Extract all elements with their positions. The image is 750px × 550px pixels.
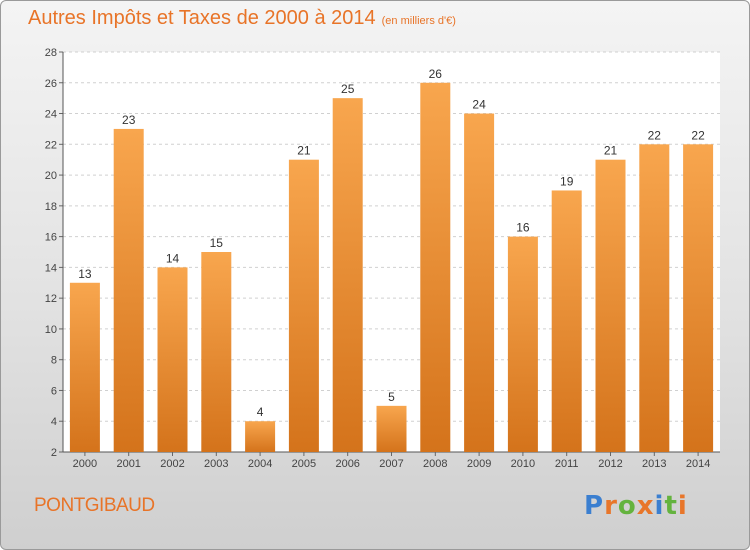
logo-letter: t <box>664 491 678 521</box>
bar <box>332 98 363 453</box>
y-tick-label: 26 <box>45 78 57 90</box>
x-tick-label: 2009 <box>467 458 491 470</box>
x-tick-label: 2004 <box>248 458 272 470</box>
x-tick-label: 2011 <box>555 458 579 470</box>
chart-title-text: Autres Impôts et Taxes de 2000 à 2014 <box>28 7 376 29</box>
logo-letter: o <box>617 491 637 521</box>
bar <box>595 159 626 452</box>
y-tick-label: 16 <box>45 232 57 244</box>
data-label: 22 <box>691 128 705 142</box>
x-tick-label: 2005 <box>292 458 316 470</box>
y-tick-label: 20 <box>45 170 57 182</box>
logo-letter: i <box>677 491 688 521</box>
x-tick-label: 2014 <box>686 458 710 470</box>
logo-letter: i <box>654 491 665 521</box>
x-tick-label: 2008 <box>423 458 447 470</box>
proxiti-logo: Proxiti <box>584 491 688 521</box>
bar <box>157 267 188 452</box>
x-tick-label: 2003 <box>204 458 228 470</box>
bar <box>113 128 144 452</box>
data-label: 22 <box>648 128 662 142</box>
y-tick-label: 28 <box>45 47 57 59</box>
x-tick-label: 2006 <box>335 458 359 470</box>
bar <box>507 236 538 452</box>
bar <box>376 405 407 452</box>
x-tick-label: 2012 <box>598 458 622 470</box>
y-tick-label: 24 <box>45 109 57 121</box>
y-tick-label: 18 <box>45 201 57 213</box>
bar <box>69 282 100 452</box>
y-tick-label: 10 <box>45 324 57 336</box>
logo-letter: x <box>636 491 655 521</box>
y-tick-label: 4 <box>51 416 57 428</box>
bar <box>464 113 495 453</box>
y-tick-label: 14 <box>45 262 57 274</box>
x-tick-label: 2013 <box>642 458 666 470</box>
y-tick-label: 6 <box>51 385 57 397</box>
bar <box>245 421 276 452</box>
data-label: 5 <box>388 390 395 404</box>
x-tick-label: 2001 <box>116 458 140 470</box>
bar <box>288 159 319 452</box>
data-label: 23 <box>122 113 136 127</box>
bar <box>201 252 232 452</box>
y-tick-label: 12 <box>45 293 57 305</box>
logo-letter: r <box>604 491 618 521</box>
data-label: 14 <box>166 251 180 265</box>
x-tick-label: 2010 <box>511 458 535 470</box>
data-label: 13 <box>78 267 92 281</box>
y-tick-label: 2 <box>51 447 57 459</box>
data-label: 15 <box>210 236 224 250</box>
x-tick-label: 2007 <box>379 458 403 470</box>
chart-title: Autres Impôts et Taxes de 2000 à 2014 (en… <box>28 7 456 30</box>
bar <box>683 144 714 453</box>
commune-name: PONTGIBAUD <box>34 495 155 516</box>
data-label: 16 <box>516 221 530 235</box>
y-tick-label: 22 <box>45 139 57 151</box>
logo-letter: P <box>584 491 605 521</box>
data-label: 19 <box>560 174 574 188</box>
bar <box>639 144 670 453</box>
y-tick-label: 8 <box>51 355 57 367</box>
data-label: 21 <box>297 144 311 158</box>
x-tick-label: 2002 <box>160 458 184 470</box>
x-tick-label: 2000 <box>73 458 97 470</box>
bar <box>420 82 451 453</box>
data-label: 21 <box>604 144 618 158</box>
data-label: 4 <box>257 405 264 419</box>
data-label: 24 <box>472 98 486 112</box>
data-label: 25 <box>341 82 355 96</box>
data-label: 26 <box>429 67 443 81</box>
bar <box>551 190 582 452</box>
chart-subtitle: (en milliers d'€) <box>381 15 456 27</box>
